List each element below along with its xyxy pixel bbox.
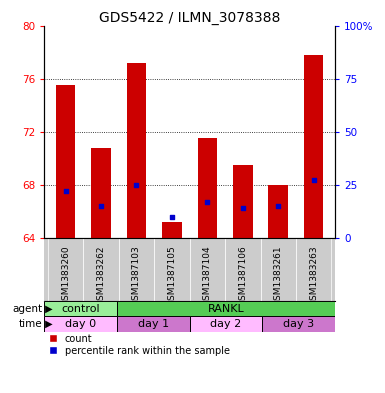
Text: ▶: ▶ (42, 303, 53, 314)
Bar (44, 301, 117, 316)
Bar (190, 238, 225, 301)
Point (133, 182, 139, 188)
Bar (190, 316, 262, 332)
Bar (225, 238, 261, 301)
Text: day 2: day 2 (210, 319, 241, 329)
Bar (261, 238, 296, 301)
Point (98, 203, 104, 209)
Text: time: time (19, 319, 42, 329)
Text: day 3: day 3 (283, 319, 314, 329)
Bar (268, 185, 288, 238)
Text: agent: agent (12, 303, 42, 314)
Legend: count, percentile rank within the sample: count, percentile rank within the sample (49, 334, 230, 356)
Point (169, 213, 175, 220)
Text: GSM1387105: GSM1387105 (167, 245, 176, 306)
Text: GSM1387103: GSM1387103 (132, 245, 141, 306)
Bar (198, 138, 217, 238)
Bar (117, 316, 190, 332)
Bar (296, 238, 331, 301)
Point (311, 177, 317, 184)
Text: GSM1383260: GSM1383260 (61, 245, 70, 306)
Title: GDS5422 / ILMN_3078388: GDS5422 / ILMN_3078388 (99, 11, 280, 24)
Bar (44, 316, 117, 332)
Text: GSM1383261: GSM1383261 (274, 245, 283, 306)
Bar (154, 238, 190, 301)
Bar (127, 62, 146, 238)
Point (204, 198, 211, 205)
Bar (119, 238, 154, 301)
Text: GSM1383263: GSM1383263 (309, 245, 318, 306)
Point (275, 203, 281, 209)
Bar (83, 238, 119, 301)
Text: ▶: ▶ (42, 319, 53, 329)
Text: GSM1387104: GSM1387104 (203, 245, 212, 306)
Text: RANKL: RANKL (208, 303, 244, 314)
Bar (56, 85, 75, 238)
Bar (233, 165, 253, 238)
Text: GSM1387106: GSM1387106 (238, 245, 247, 306)
Bar (48, 238, 83, 301)
Bar (117, 301, 335, 316)
Text: GSM1383262: GSM1383262 (97, 245, 105, 306)
Point (240, 205, 246, 211)
Bar (162, 222, 182, 238)
Text: day 0: day 0 (65, 319, 96, 329)
Bar (262, 316, 335, 332)
Text: day 1: day 1 (138, 319, 169, 329)
Point (62, 188, 69, 194)
Bar (91, 147, 111, 238)
Text: control: control (61, 303, 100, 314)
Bar (304, 55, 323, 238)
